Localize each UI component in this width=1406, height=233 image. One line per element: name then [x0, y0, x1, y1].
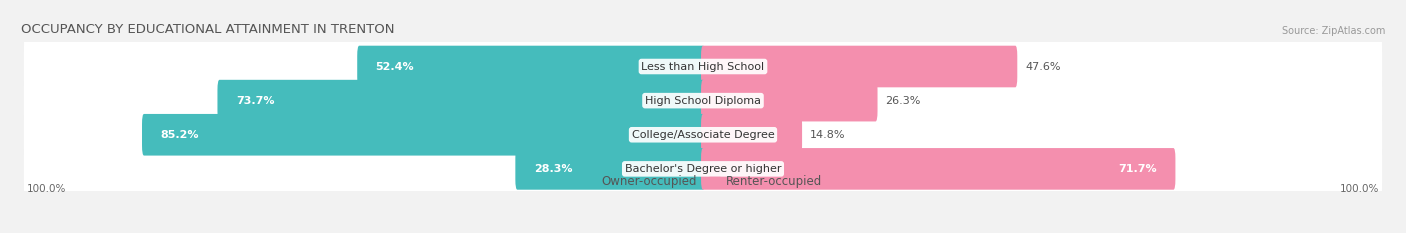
- Text: 14.8%: 14.8%: [810, 130, 845, 140]
- FancyBboxPatch shape: [24, 37, 1382, 164]
- Legend: Owner-occupied, Renter-occupied: Owner-occupied, Renter-occupied: [583, 175, 823, 188]
- Text: 85.2%: 85.2%: [160, 130, 198, 140]
- FancyBboxPatch shape: [24, 105, 1382, 233]
- Text: 26.3%: 26.3%: [886, 96, 921, 106]
- Text: 100.0%: 100.0%: [27, 184, 66, 194]
- FancyBboxPatch shape: [702, 114, 801, 156]
- Text: 28.3%: 28.3%: [534, 164, 572, 174]
- Text: 100.0%: 100.0%: [1340, 184, 1379, 194]
- FancyBboxPatch shape: [516, 148, 704, 190]
- Text: Less than High School: Less than High School: [641, 62, 765, 72]
- FancyBboxPatch shape: [218, 80, 704, 121]
- Text: OCCUPANCY BY EDUCATIONAL ATTAINMENT IN TRENTON: OCCUPANCY BY EDUCATIONAL ATTAINMENT IN T…: [21, 23, 394, 36]
- Text: High School Diploma: High School Diploma: [645, 96, 761, 106]
- FancyBboxPatch shape: [702, 46, 1018, 87]
- FancyBboxPatch shape: [702, 80, 877, 121]
- Text: 47.6%: 47.6%: [1025, 62, 1060, 72]
- FancyBboxPatch shape: [702, 148, 1175, 190]
- Text: Bachelor's Degree or higher: Bachelor's Degree or higher: [624, 164, 782, 174]
- FancyBboxPatch shape: [24, 3, 1382, 130]
- FancyBboxPatch shape: [142, 114, 704, 156]
- Text: Source: ZipAtlas.com: Source: ZipAtlas.com: [1282, 26, 1385, 36]
- Text: College/Associate Degree: College/Associate Degree: [631, 130, 775, 140]
- Text: 52.4%: 52.4%: [375, 62, 415, 72]
- FancyBboxPatch shape: [357, 46, 704, 87]
- Text: 73.7%: 73.7%: [236, 96, 274, 106]
- FancyBboxPatch shape: [24, 71, 1382, 199]
- Text: 71.7%: 71.7%: [1118, 164, 1157, 174]
